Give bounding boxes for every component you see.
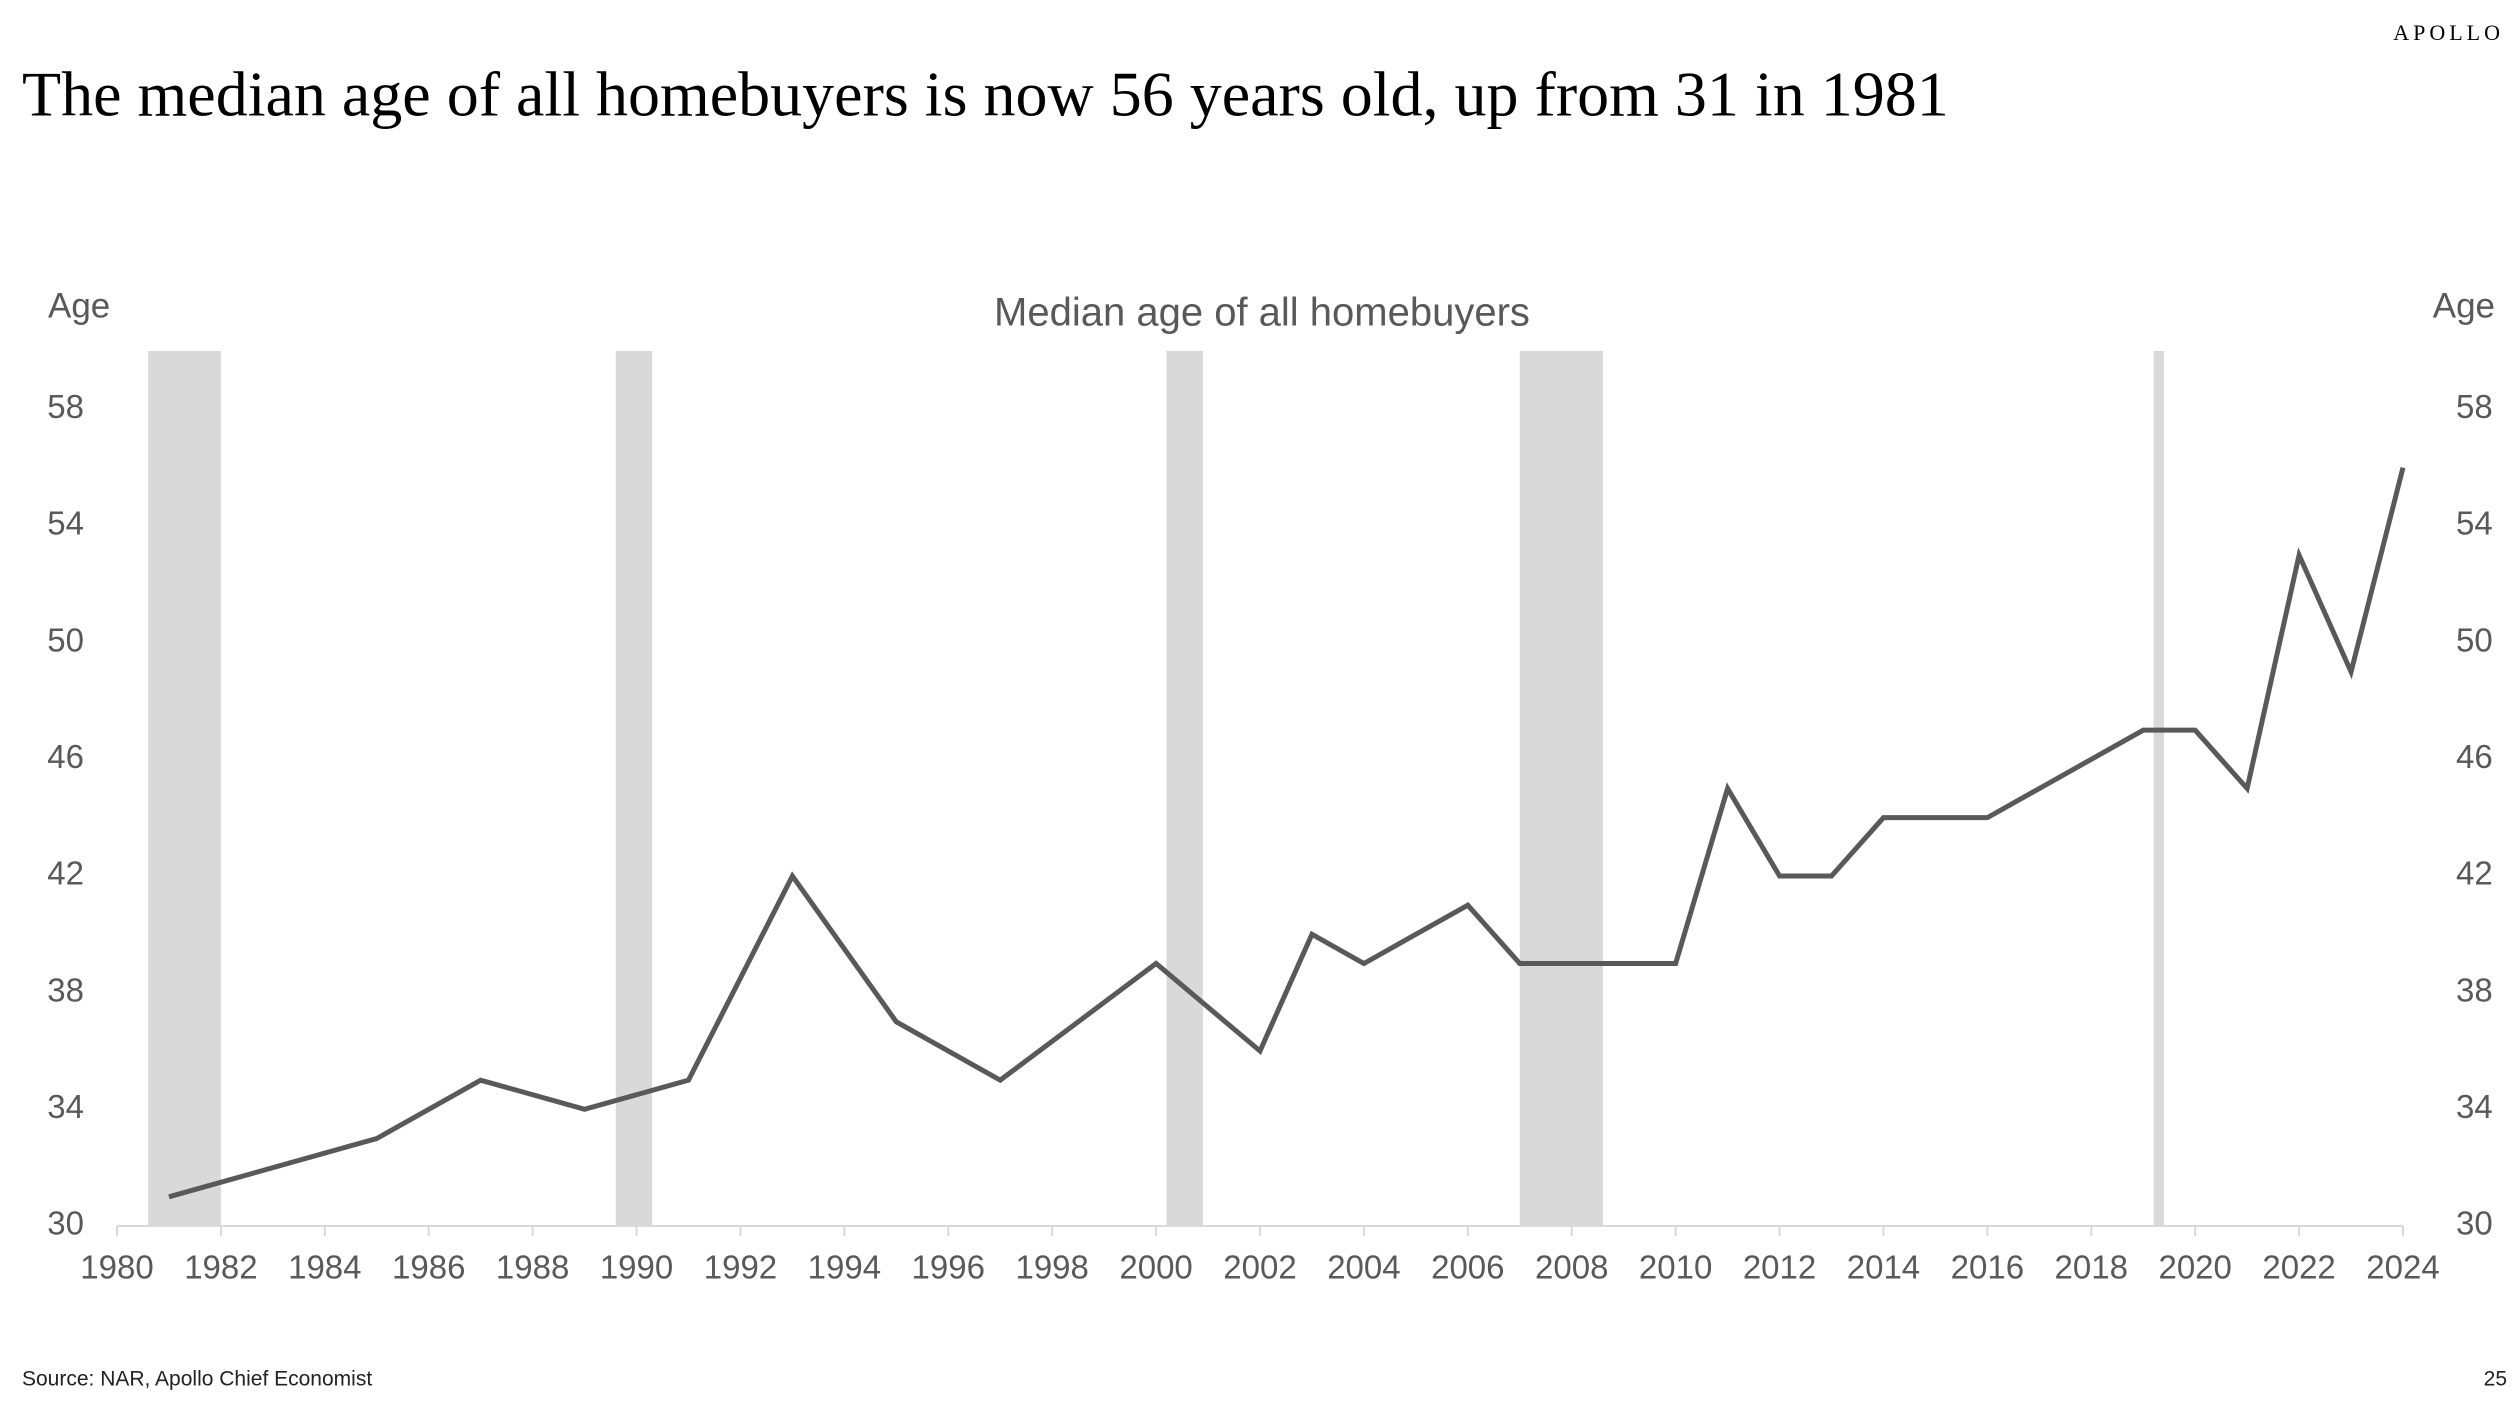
x-tick-label: 2010 bbox=[1639, 1249, 1712, 1286]
source: Source: NAR, Apollo Chief Economist bbox=[22, 1368, 372, 1391]
x-tick-label: 2020 bbox=[2158, 1249, 2231, 1286]
x-tick-label: 1984 bbox=[288, 1249, 361, 1286]
data-line bbox=[168, 467, 2406, 1200]
x-tick-label: 1994 bbox=[808, 1249, 881, 1286]
y2-tick-label: 42 bbox=[2456, 855, 2493, 892]
recession-band bbox=[1519, 351, 1603, 1226]
x-tick-label: 2004 bbox=[1327, 1249, 1400, 1286]
x-tick-label: 2002 bbox=[1223, 1249, 1296, 1286]
y-tick-label: 34 bbox=[47, 1088, 84, 1125]
y-axis-label: Age bbox=[48, 286, 110, 325]
x-tick-label: 2008 bbox=[1535, 1249, 1608, 1286]
recession-band bbox=[1166, 351, 1203, 1226]
y-tick-label: 30 bbox=[47, 1205, 84, 1242]
x-tick-label: 2014 bbox=[1847, 1249, 1920, 1286]
y-tick-label: 42 bbox=[47, 855, 84, 892]
y2-tick-label: 54 bbox=[2456, 505, 2493, 542]
x-tick-label: 2000 bbox=[1119, 1249, 1192, 1286]
y2-tick-label: 38 bbox=[2456, 971, 2493, 1008]
x-tick-label: 1988 bbox=[496, 1249, 569, 1286]
y2-tick-label: 30 bbox=[2456, 1205, 2493, 1242]
recession-band bbox=[615, 351, 653, 1226]
y-tick-label: 46 bbox=[47, 738, 84, 775]
x-tick-label: 2018 bbox=[2055, 1249, 2128, 1286]
x-tick-label: 2024 bbox=[2366, 1249, 2439, 1286]
y2-tick-label: 46 bbox=[2456, 738, 2493, 775]
headline: The median age of all homebuyers is now … bbox=[22, 59, 1949, 130]
x-tick-label: 2022 bbox=[2262, 1249, 2335, 1286]
recession-band bbox=[2153, 351, 2165, 1226]
x-tick-label: 1982 bbox=[184, 1249, 257, 1286]
y-tick-label: 58 bbox=[47, 388, 84, 425]
x-tick-label: 1996 bbox=[912, 1249, 985, 1286]
x-tick-label: 1986 bbox=[392, 1249, 465, 1286]
y-tick-label: 54 bbox=[47, 505, 84, 542]
y2-tick-label: 34 bbox=[2456, 1088, 2493, 1125]
x-tick-label: 1990 bbox=[600, 1249, 673, 1286]
recession-band bbox=[148, 351, 221, 1226]
brand: APOLLO bbox=[2393, 20, 2504, 45]
chart-title: Median age of all homebuyers bbox=[994, 291, 1530, 335]
x-tick-label: 1998 bbox=[1015, 1249, 1088, 1286]
y-tick-label: 50 bbox=[47, 621, 84, 658]
x-tick-label: 1980 bbox=[80, 1249, 153, 1286]
y2-tick-label: 50 bbox=[2456, 621, 2493, 658]
y-tick-label: 38 bbox=[47, 971, 84, 1008]
x-tick-label: 2016 bbox=[1951, 1249, 2024, 1286]
y2-tick-label: 58 bbox=[2456, 388, 2493, 425]
x-tick-label: 2012 bbox=[1743, 1249, 1816, 1286]
x-tick-label: 2006 bbox=[1431, 1249, 1504, 1286]
page-number: 25 bbox=[2484, 1368, 2507, 1391]
y2-axis-label: Age bbox=[2433, 286, 2495, 325]
x-tick-label: 1992 bbox=[704, 1249, 777, 1286]
